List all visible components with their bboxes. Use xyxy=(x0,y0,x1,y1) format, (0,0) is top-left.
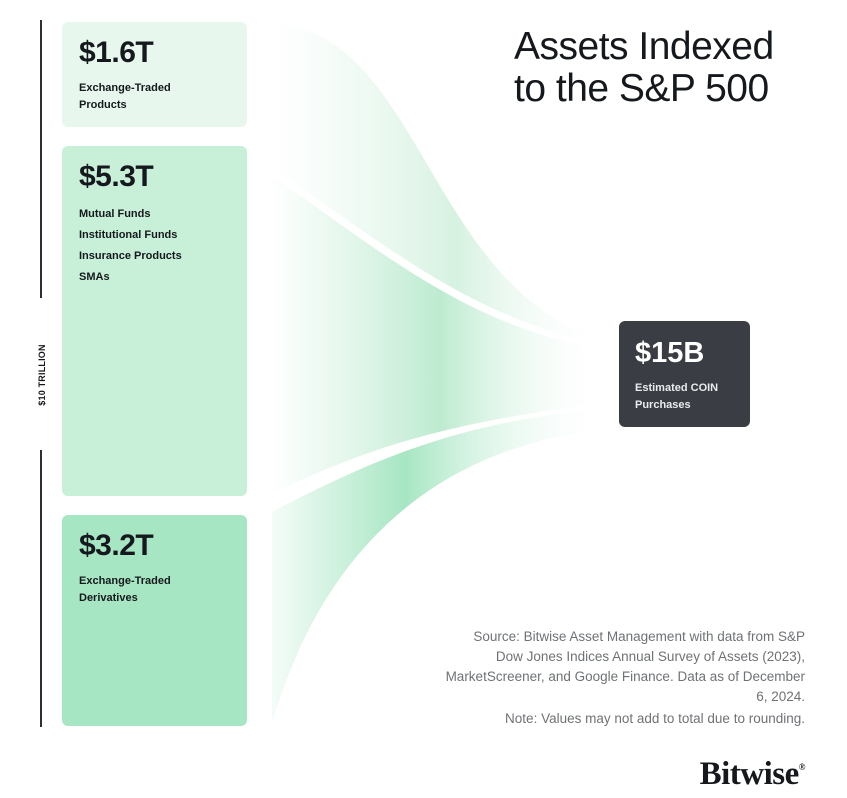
category-label: Mutual Funds Institutional Funds Insuran… xyxy=(79,204,230,288)
category-value: $5.3T xyxy=(79,160,154,193)
category-box-etp: $1.6T Exchange-Traded Products xyxy=(62,22,247,127)
title-line: Assets Indexed xyxy=(514,25,774,68)
registered-mark: ® xyxy=(798,762,806,772)
category-label-line: SMAs xyxy=(79,271,110,283)
flow-funds xyxy=(272,176,610,494)
target-label-line: Estimated COIN xyxy=(635,382,719,394)
category-label-line: Exchange-Traded xyxy=(79,82,171,94)
title-line: to the S&P 500 xyxy=(514,67,769,110)
category-label-line: Derivatives xyxy=(79,592,138,604)
bitwise-logo: Bitwise® xyxy=(699,756,806,793)
target-box-coin: $15B Estimated COIN Purchases xyxy=(619,321,750,427)
category-value: $1.6T xyxy=(79,36,154,69)
target-label: Estimated COIN Purchases xyxy=(635,380,734,414)
category-box-derivatives: $3.2T Exchange-Traded Derivatives xyxy=(62,515,247,726)
category-label-line: Mutual Funds xyxy=(79,208,151,220)
source-text: Source: Bitwise Asset Management with da… xyxy=(445,629,805,704)
note-text: Note: Values may not add to total due to… xyxy=(505,711,805,726)
total-bracket-line-bottom xyxy=(40,450,42,727)
category-label-line: Exchange-Traded xyxy=(79,575,171,587)
total-bracket-line-top xyxy=(40,20,42,298)
logo-text: Bitwise xyxy=(699,756,800,792)
category-label-line: Products xyxy=(79,99,127,111)
category-label: Exchange-Traded Products xyxy=(79,80,230,114)
target-label-line: Purchases xyxy=(635,399,691,411)
category-label-line: Institutional Funds xyxy=(79,229,178,241)
category-box-funds: $5.3T Mutual Funds Institutional Funds I… xyxy=(62,146,247,496)
category-value: $3.2T xyxy=(79,529,154,562)
flow-etp xyxy=(272,25,610,346)
target-value: $15B xyxy=(635,337,705,369)
category-label-line: Insurance Products xyxy=(79,250,182,262)
flow-derivatives xyxy=(272,408,610,724)
page-title: Assets Indexed to the S&P 500 xyxy=(514,26,774,110)
category-label: Exchange-Traded Derivatives xyxy=(79,573,230,607)
